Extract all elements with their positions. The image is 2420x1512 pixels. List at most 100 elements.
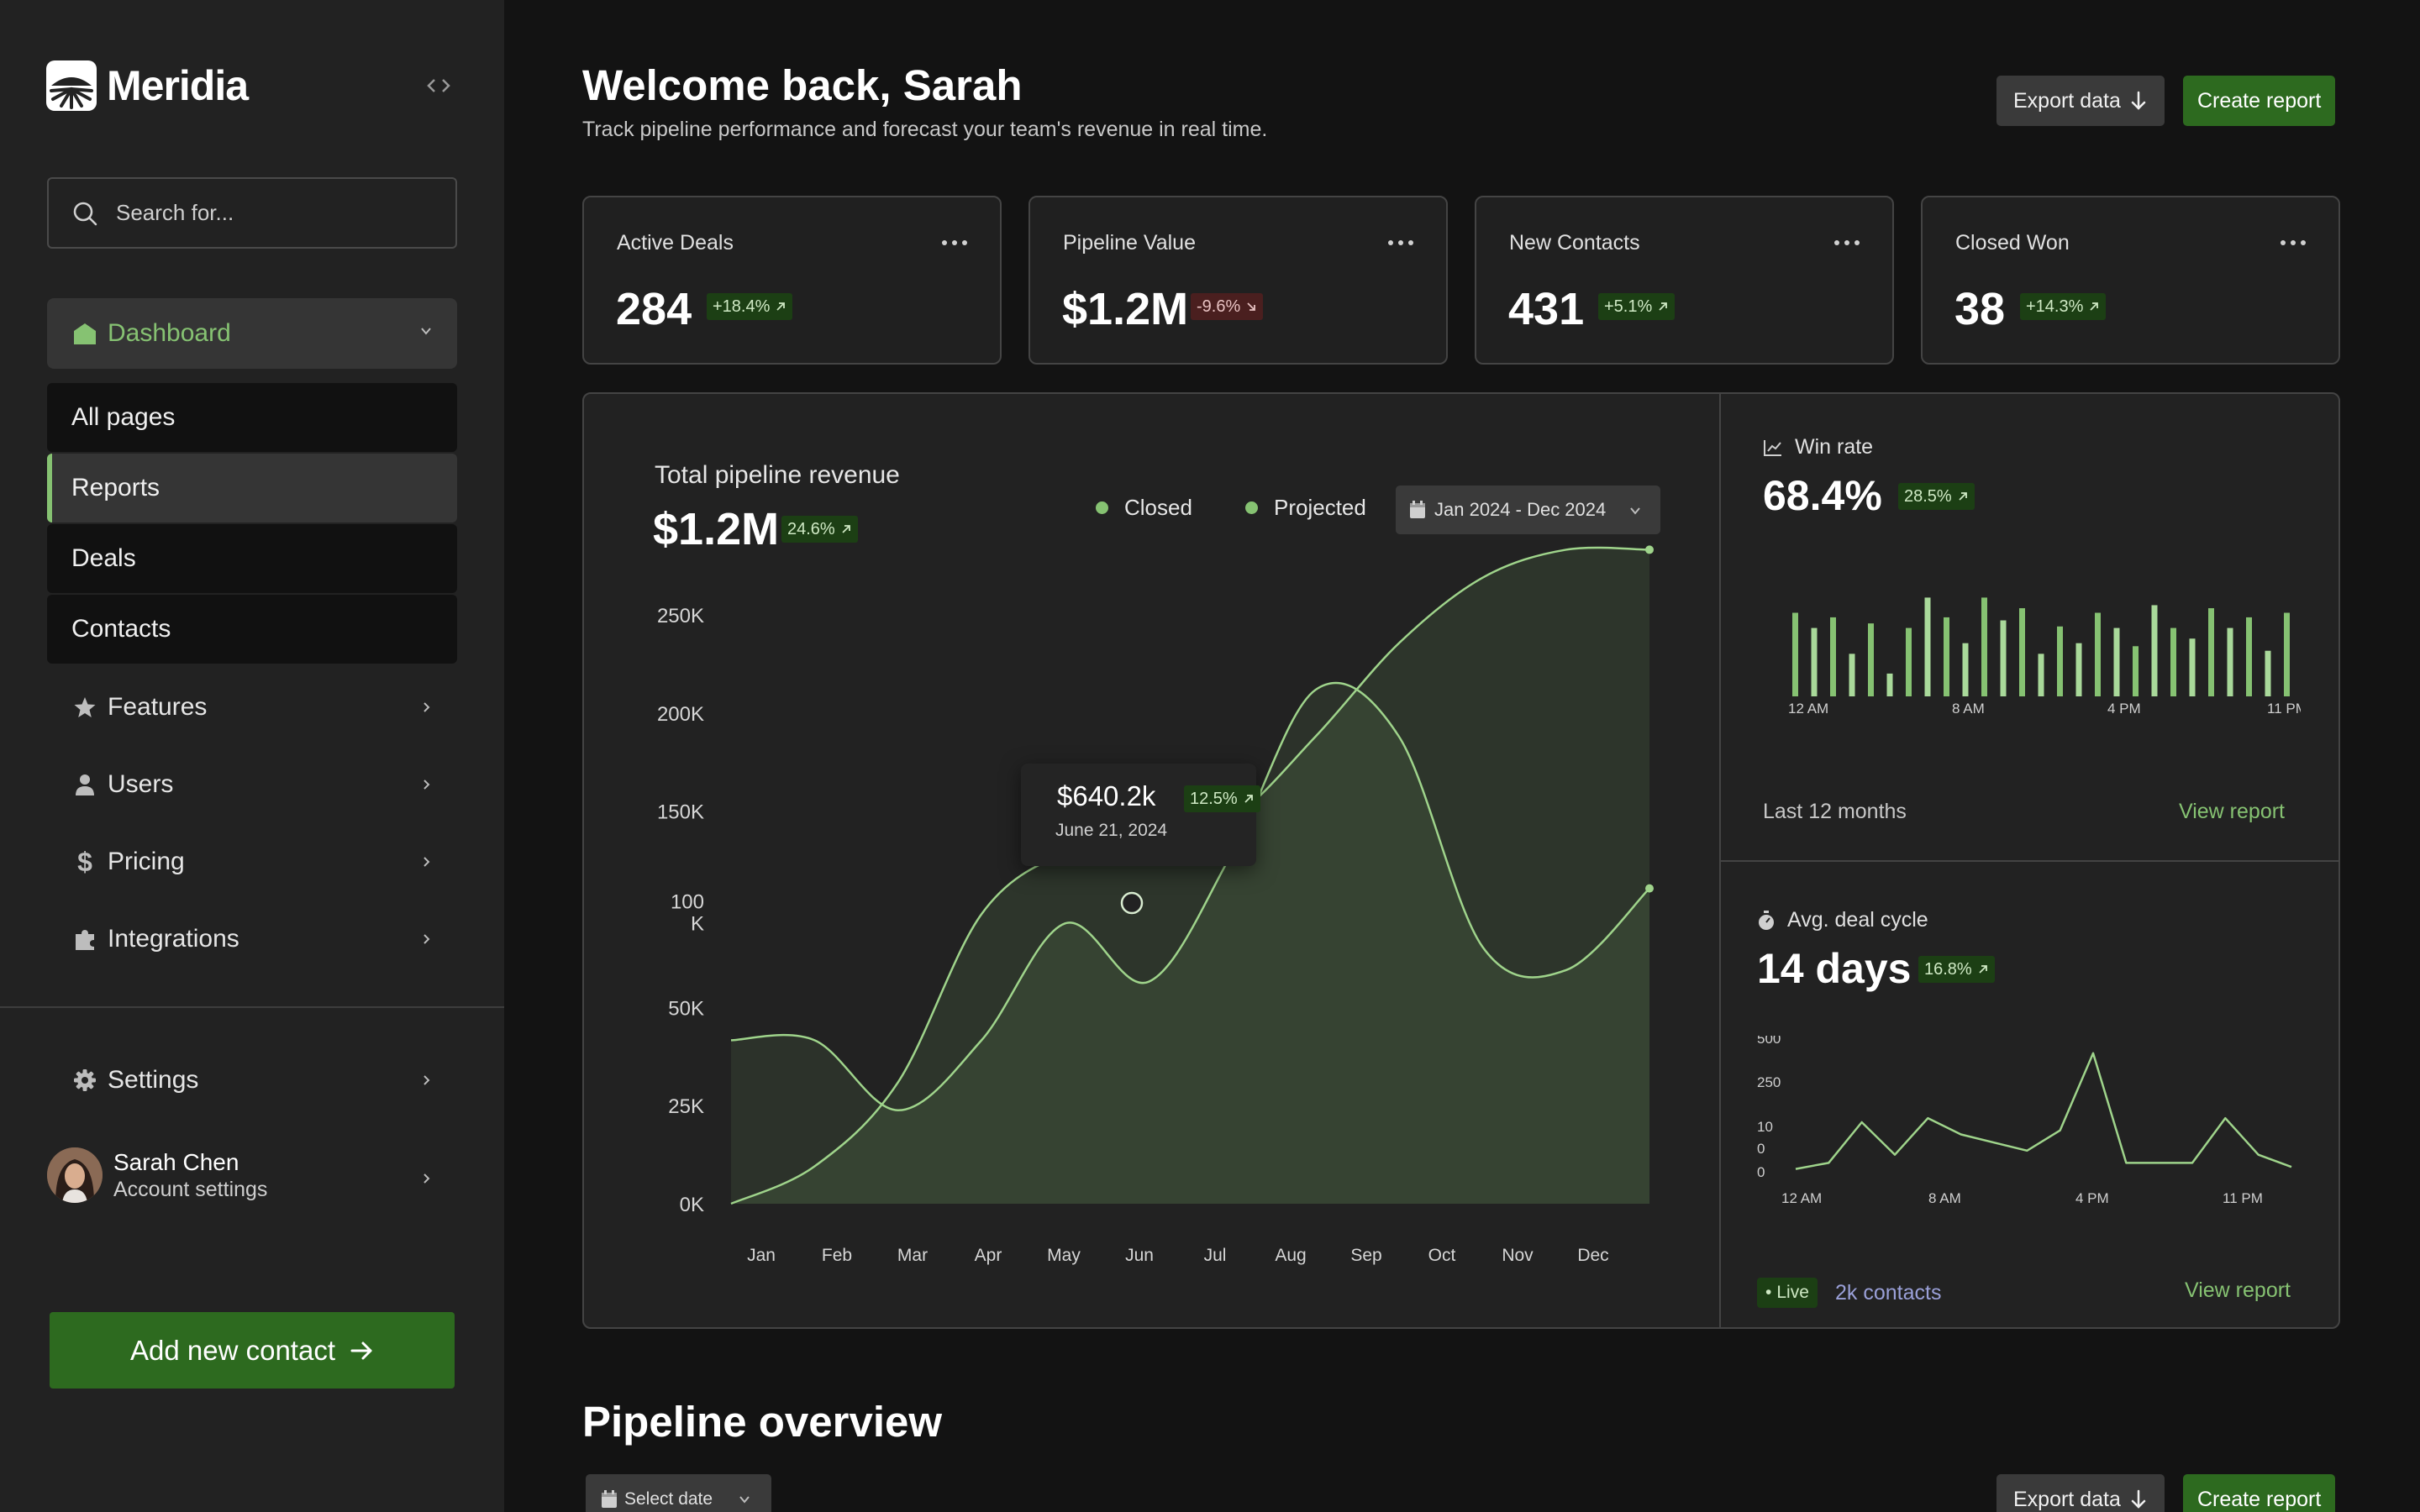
date-range-label: Jan 2024 - Dec 2024 (1434, 499, 1607, 520)
star-icon (72, 695, 97, 720)
user-name: Sarah Chen (113, 1149, 239, 1175)
nav-sub-all-pages[interactable]: All pages (47, 383, 457, 452)
win-rate-bar (2227, 627, 2233, 696)
legend-dot (1245, 501, 1258, 514)
deal-cycle-view-report-link[interactable]: View report (2185, 1278, 2291, 1302)
x-tick-label: 4 PM (2107, 701, 2141, 717)
stat-label: Active Deals (617, 231, 734, 255)
stopwatch-icon (1759, 910, 1774, 930)
more-options-icon[interactable] (941, 239, 968, 246)
select-date-label: Select date (624, 1489, 713, 1509)
chart-change-text: 24.6% (787, 519, 835, 538)
export-data-button[interactable]: Export data (1996, 76, 2165, 126)
select-date-button[interactable]: Select date (586, 1474, 771, 1512)
y-tick-label: 0 (1757, 1164, 1765, 1180)
nav-sub-deals[interactable]: Deals (47, 524, 457, 593)
x-tick-label: 12 AM (1788, 701, 1828, 717)
nav-pricing-label: Pricing (108, 848, 185, 875)
tooltip-value: $640.2k (1057, 780, 1156, 811)
arrow-right-icon (350, 1341, 372, 1359)
calendar-icon (1410, 501, 1425, 518)
chevron-down-icon (1630, 507, 1640, 515)
chart-title: Total pipeline revenue (655, 461, 900, 489)
stat-change-badge: +14.3% (2020, 293, 2107, 320)
app-logo[interactable]: Meridia (46, 60, 249, 111)
create-report-button[interactable]: Create report (2183, 76, 2336, 126)
win-rate-bar (1924, 597, 1931, 696)
stat-value: 38 (1954, 284, 2006, 334)
deal-cycle-line-chart: 500 250 10 0 0 12 AM 8 AM 4 PM 11 PM (1757, 1036, 2292, 1206)
nav-users[interactable]: Users (47, 755, 457, 814)
series-projected-line (730, 681, 1650, 1112)
nav-features[interactable]: Features (47, 678, 457, 737)
stat-change-text: +5.1% (1604, 297, 1653, 316)
legend-projected[interactable]: Projected (1245, 495, 1366, 521)
nav-settings[interactable]: Settings (47, 1051, 457, 1110)
search-box[interactable] (47, 177, 457, 249)
app-name: Meridia (107, 62, 249, 109)
x-tick-label: 12 AM (1781, 1190, 1822, 1206)
win-rate-change-badge: 28.5% (1898, 483, 1975, 510)
x-tick-label: May (1047, 1246, 1081, 1265)
win-rate-bar (1944, 617, 1949, 696)
chevron-right-icon (424, 780, 430, 790)
chevron-right-icon (424, 1173, 430, 1184)
chart-total-value: $1.2M (653, 504, 780, 554)
win-rate-view-report-link[interactable]: View report (2179, 800, 2285, 823)
win-rate-bar (1811, 627, 1818, 696)
nav-settings-label: Settings (108, 1066, 199, 1094)
add-new-contact-button[interactable]: Add new contact (50, 1312, 455, 1389)
more-options-icon[interactable] (1833, 239, 1860, 246)
pipeline-export-data-button[interactable]: Export data (1996, 1474, 2165, 1512)
win-rate-bar (1962, 643, 1969, 696)
x-tick-label: Apr (975, 1246, 1002, 1265)
arrow-down-icon (2131, 1489, 2146, 1509)
hover-point (1120, 891, 1144, 915)
nav-sub-contacts[interactable]: Contacts (47, 595, 457, 664)
tooltip-change-badge: 12.5% (1184, 785, 1260, 812)
arrow-down-right-icon (1247, 302, 1256, 311)
dollar-icon: $ (77, 846, 92, 877)
win-rate-period: Last 12 months (1763, 800, 1907, 823)
nav-pricing[interactable]: $ Pricing (47, 832, 457, 891)
sidebar: Meridia Dashboard All pages Reports Deal… (0, 0, 504, 1512)
user-account[interactable]: Sarah Chen Account settings (47, 1147, 457, 1206)
win-rate-bar (1981, 597, 1987, 696)
page-subtitle: Track pipeline performance and forecast … (582, 118, 1268, 141)
avatar (47, 1147, 103, 1203)
win-rate-bar (1849, 654, 1855, 696)
x-tick-label: Jul (1204, 1246, 1227, 1265)
search-input[interactable] (116, 200, 435, 226)
stat-label: New Contacts (1509, 231, 1640, 255)
legend-closed[interactable]: Closed (1096, 495, 1192, 521)
win-rate-bar (2133, 646, 2139, 696)
nav-dashboard-label: Dashboard (108, 319, 231, 347)
y-tick-label: 50K (668, 997, 704, 1020)
nav-integrations[interactable]: Integrations (47, 910, 457, 969)
deal-cycle-title: Avg. deal cycle (1787, 908, 1928, 932)
win-rate-bar-chart: 12 AM 8 AM 4 PM 11 PM (1788, 597, 2301, 717)
x-tick-label: Feb (822, 1246, 852, 1265)
legend-dot (1096, 501, 1108, 514)
nav-sub-reports[interactable]: Reports (47, 454, 457, 522)
panel-divider (1719, 860, 2340, 862)
win-rate-bar (1830, 617, 1836, 696)
win-rate-change-text: 28.5% (1904, 486, 1952, 506)
deal-cycle-change-text: 16.8% (1924, 959, 1972, 979)
date-range-select[interactable]: Jan 2024 - Dec 2024 (1396, 486, 1660, 534)
stat-change-text: -9.6% (1197, 297, 1241, 316)
more-options-icon[interactable] (2280, 239, 2307, 246)
win-rate-bar (2208, 608, 2214, 696)
stat-change-badge: +18.4% (707, 293, 793, 320)
section-title: Pipeline overview (582, 1398, 943, 1446)
y-tick-label: 250 (1757, 1074, 1781, 1090)
nav-dashboard[interactable]: Dashboard (47, 298, 457, 369)
pipeline-create-report-button[interactable]: Create report (2183, 1474, 2336, 1512)
home-icon (74, 323, 96, 344)
win-rate-bar (2170, 627, 2176, 696)
account-settings-link: Account settings (113, 1178, 268, 1201)
collapse-sidebar-icon[interactable] (424, 74, 454, 97)
more-options-icon[interactable] (1387, 239, 1414, 246)
stat-card-new-contacts: New Contacts 431 +5.1% (1475, 196, 1894, 365)
arrow-up-right-icon (2090, 302, 2099, 311)
